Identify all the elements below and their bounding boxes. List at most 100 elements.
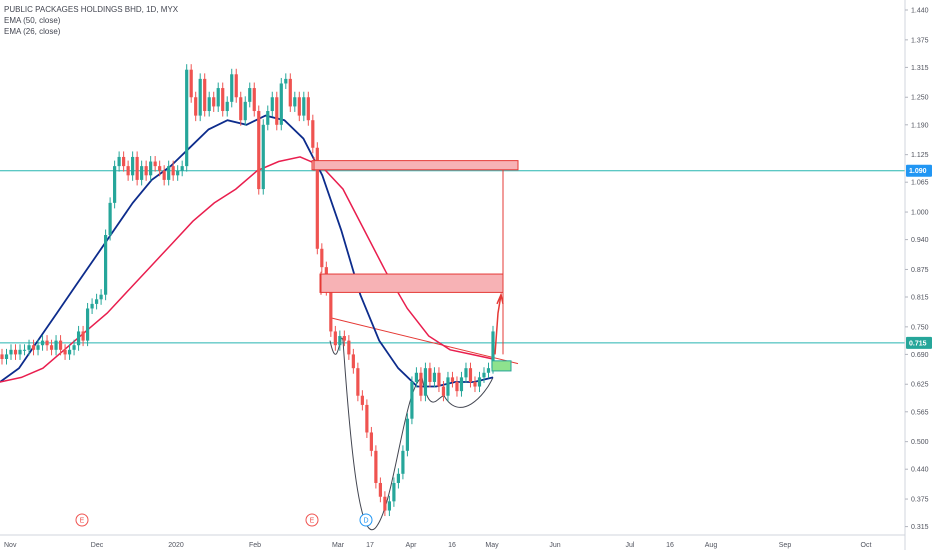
candle-body (320, 248, 324, 268)
candle-body (194, 97, 198, 116)
price-tick-label: 1.190 (911, 122, 929, 129)
candle-body (248, 88, 252, 102)
candle-body (482, 372, 486, 378)
candle-body (90, 303, 94, 309)
pattern-drawing (329, 317, 519, 531)
candle-body (486, 368, 491, 373)
candle-body (419, 372, 423, 396)
time-tick-label: Jul (626, 542, 635, 549)
candle-body (67, 349, 72, 355)
candle-body (477, 377, 482, 387)
time-tick-label: 16 (448, 542, 456, 549)
candle-body (162, 170, 166, 180)
price-tick-label: 0.375 (911, 497, 929, 504)
time-axis: Nov Dec 2020 Feb Mar 17 Apr 16 May Jun Jul 16 Aug Sep… (0, 534, 905, 549)
price-tick-label: 1.125 (911, 152, 929, 159)
candle-body (369, 432, 373, 451)
candle-body (40, 340, 45, 346)
arrow-head (496, 292, 504, 305)
time-tick-label: May (485, 542, 499, 549)
candle-body (383, 496, 387, 511)
candle-body (297, 97, 301, 116)
price-tick-label: 0.315 (911, 524, 929, 531)
candle-body (27, 345, 31, 350)
candle-body (473, 381, 477, 387)
candle-body (72, 345, 76, 350)
candle-body (410, 381, 414, 419)
candle-body (252, 88, 256, 112)
candle-body (468, 368, 473, 382)
candle-body (311, 120, 315, 148)
candle-body (450, 377, 455, 382)
candle-body (140, 166, 144, 180)
event-marker (75, 513, 89, 527)
legend-ema50: EMA (50, close) (4, 16, 61, 25)
candle-body (455, 381, 459, 392)
candle-body (392, 482, 396, 502)
chart-legend: PUBLIC PACKAGES HOLDINGS BHD, 1D, MYX EM… (4, 4, 178, 37)
candle-body (117, 156, 121, 167)
price-tick-label: 1.250 (911, 95, 929, 102)
candle-body (239, 97, 243, 121)
event-marker (359, 513, 373, 527)
candle-body (4, 354, 9, 359)
candle-body (347, 340, 351, 355)
candle-body (351, 354, 355, 369)
time-tick-label: 17 (366, 542, 374, 549)
event-marker (305, 513, 319, 527)
candle-body (302, 97, 306, 116)
candle-body (459, 377, 464, 392)
time-tick-label: Feb (249, 542, 261, 549)
candle-body (45, 340, 49, 346)
candle-body (338, 336, 342, 346)
candle-body (13, 349, 18, 355)
supply-zone-lower (319, 273, 504, 293)
candle-body (158, 166, 162, 171)
candle-body (149, 161, 153, 176)
candle-body (306, 97, 310, 121)
candle-body (171, 166, 175, 176)
legend-title: PUBLIC PACKAGES HOLDINGS BHD, 1D, MYX (4, 5, 179, 14)
candle-body (99, 294, 103, 300)
time-tick-label: Mar (332, 542, 345, 549)
candle-body (365, 404, 369, 433)
event-label: D (363, 518, 368, 525)
candle-body (360, 395, 364, 405)
candle-body (113, 166, 117, 203)
candle-body (288, 78, 292, 107)
time-tick-label: Nov (4, 542, 17, 549)
price-tick-label: 1.000 (911, 210, 929, 217)
time-tick-label: Aug (705, 542, 718, 549)
candle-body (153, 161, 157, 167)
candle-body (315, 147, 319, 249)
event-label: E (80, 518, 85, 525)
candle-body (63, 349, 67, 355)
time-tick-label: Sep (779, 542, 792, 549)
price-tick-label: 0.750 (911, 324, 929, 331)
price-tick-label: 1.065 (911, 180, 929, 187)
price-badge-label: 0.715 (909, 340, 927, 347)
candle-body (212, 97, 216, 107)
price-badge (906, 336, 932, 349)
chart-grid (0, 170, 905, 344)
price-badge-label: 1.090 (909, 168, 927, 175)
candle-body (284, 78, 288, 84)
candle-body (36, 345, 40, 350)
candle-body (342, 336, 346, 341)
candle-body (279, 83, 283, 125)
event-label: E (310, 518, 315, 525)
price-tick-label: 0.440 (911, 467, 929, 474)
candle-body (81, 331, 85, 341)
candle-body (18, 349, 22, 355)
price-badge (906, 164, 932, 177)
candle-body (428, 368, 432, 382)
target-arrow (494, 294, 502, 355)
candle-body (85, 308, 90, 341)
candle-body (9, 349, 13, 355)
candle-body (58, 340, 63, 350)
candle-body (243, 101, 247, 121)
candle-body (396, 473, 401, 483)
price-tick-label: 1.315 (911, 65, 929, 72)
price-tick-label: 0.815 (911, 295, 929, 302)
